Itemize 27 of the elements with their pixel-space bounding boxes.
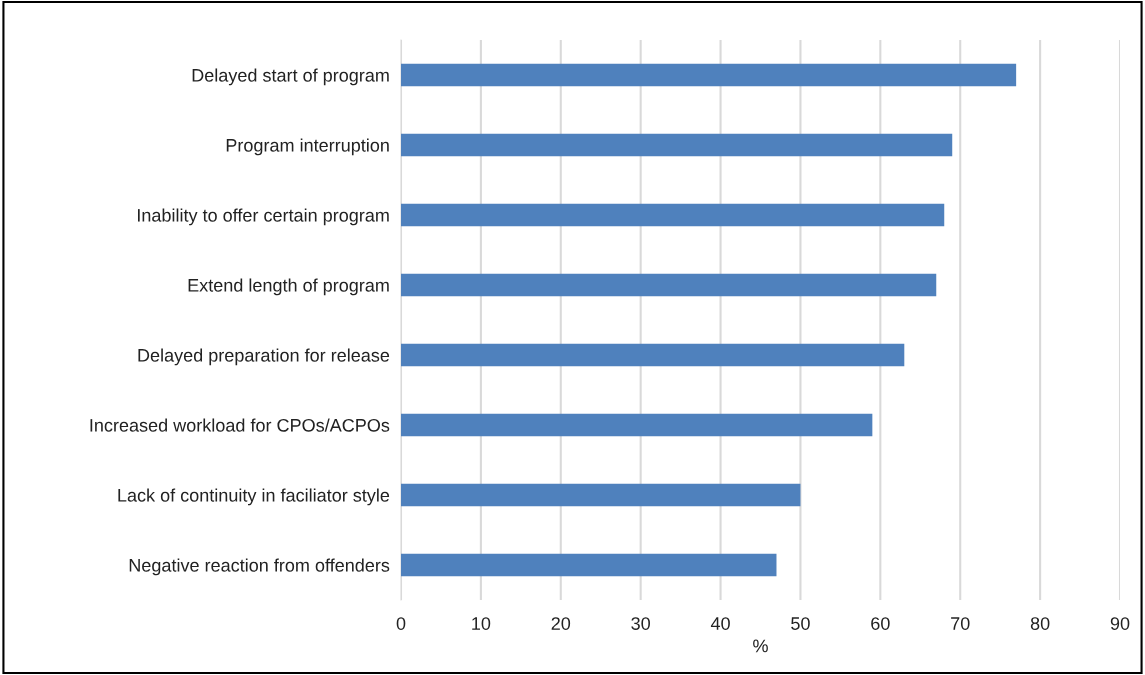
bar bbox=[401, 133, 953, 157]
x-tick-label: 90 bbox=[1110, 617, 1130, 630]
y-tick-label: Inability to offer certain program bbox=[137, 208, 389, 226]
bar bbox=[401, 483, 801, 507]
y-tick-label: Delayed start of program bbox=[192, 68, 389, 86]
bar bbox=[401, 413, 873, 437]
y-tick-label: Increased workload for CPOs/ACPOs bbox=[90, 418, 390, 432]
y-tick-label: Lack of continuity in faciliator style bbox=[118, 488, 390, 506]
x-tick-label: 30 bbox=[631, 617, 650, 630]
x-tick-label: 10 bbox=[472, 617, 491, 630]
bar bbox=[401, 63, 1017, 87]
y-tick-label: Delayed preparation for release bbox=[138, 348, 390, 366]
y-tick-label: Extend length of program bbox=[188, 278, 389, 296]
x-tick-label: 20 bbox=[551, 617, 571, 630]
x-tick-label: 80 bbox=[1030, 617, 1050, 630]
x-tick-label: 50 bbox=[791, 617, 810, 630]
x-axis-title: % bbox=[753, 639, 768, 653]
bar bbox=[401, 343, 905, 367]
bar bbox=[401, 203, 945, 227]
x-tick-label: 40 bbox=[710, 617, 730, 630]
bar bbox=[401, 273, 937, 297]
x-tick-label: 60 bbox=[871, 617, 890, 630]
y-tick-label: Program interruption bbox=[226, 138, 389, 156]
x-tick-label: 0 bbox=[396, 617, 406, 630]
bar bbox=[401, 553, 777, 577]
y-tick-label: Negative reaction from offenders bbox=[129, 558, 390, 576]
x-tick-label: 70 bbox=[951, 617, 970, 630]
